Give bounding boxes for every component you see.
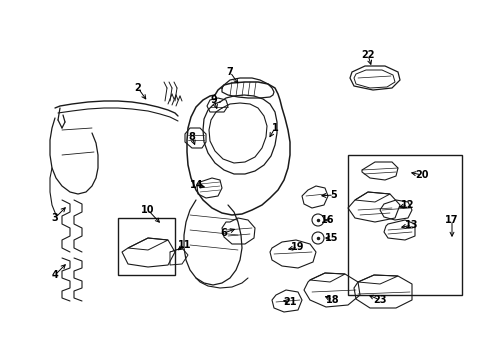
Text: 15: 15 (325, 233, 338, 243)
Text: 19: 19 (291, 242, 304, 252)
Text: 16: 16 (321, 215, 334, 225)
Text: 17: 17 (445, 215, 458, 225)
Bar (118, 218, 175, 275)
Text: 23: 23 (372, 295, 386, 305)
Text: 1: 1 (271, 123, 278, 133)
Text: 5: 5 (330, 190, 337, 200)
Text: 12: 12 (401, 200, 414, 210)
Text: 21: 21 (283, 297, 296, 307)
Text: 7: 7 (226, 67, 233, 77)
Text: 4: 4 (52, 270, 58, 280)
Text: 22: 22 (361, 50, 374, 60)
Text: 13: 13 (405, 220, 418, 230)
Text: 2: 2 (134, 83, 141, 93)
Text: 9: 9 (210, 95, 217, 105)
Bar (347, 155, 461, 295)
Text: 18: 18 (325, 295, 339, 305)
Text: 8: 8 (188, 132, 195, 142)
Text: 20: 20 (414, 170, 428, 180)
Text: 11: 11 (178, 240, 191, 250)
Text: 3: 3 (52, 213, 58, 223)
Text: 10: 10 (141, 205, 154, 215)
Text: 6: 6 (220, 228, 227, 238)
Text: 14: 14 (190, 180, 203, 190)
